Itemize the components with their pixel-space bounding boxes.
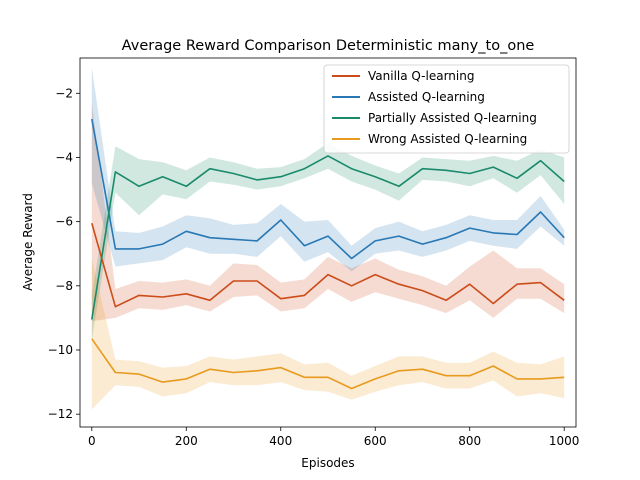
x-tick-label: 200 xyxy=(175,434,198,448)
assisted-q-learning-line xyxy=(91,118,565,260)
confidence-bands xyxy=(91,67,565,410)
y-tick-label: −12 xyxy=(48,407,73,421)
series-lines xyxy=(91,118,565,390)
y-tick-label: −2 xyxy=(55,86,73,100)
legend: Vanilla Q-learning Assisted Q-learning Par… xyxy=(323,64,570,154)
x-axis-label: Episodes xyxy=(301,456,354,470)
plot-frame xyxy=(79,57,577,428)
x-tick-label: 400 xyxy=(269,434,292,448)
wrong-assisted-q-learning-legend-label: Wrong Assisted Q-learning xyxy=(368,132,527,146)
wrong-assisted-q-learning-line xyxy=(91,338,565,390)
legend-box xyxy=(323,64,570,154)
chart-title: Average Reward Comparison Deterministic … xyxy=(122,38,535,54)
x-tick-label: 0 xyxy=(88,434,96,448)
y-tick-label: −10 xyxy=(48,343,73,357)
x-tick-label: 600 xyxy=(364,434,387,448)
assisted-q-learning-confidence-band xyxy=(91,67,565,272)
vanilla-q-learning-confidence-band xyxy=(91,102,565,322)
wrong-assisted-q-learning-confidence-band xyxy=(91,258,565,410)
vanilla-q-learning-line xyxy=(91,222,565,308)
x-tick-label: 1000 xyxy=(549,434,580,448)
partially-assisted-q-learning-line xyxy=(91,155,565,320)
vanilla-q-learning-legend-label: Vanilla Q-learning xyxy=(368,69,474,83)
partially-assisted-q-learning-confidence-band xyxy=(91,143,565,341)
assisted-q-learning-legend-label: Assisted Q-learning xyxy=(368,90,485,104)
partially-assisted-q-learning-legend-label: Partially Assisted Q-learning xyxy=(368,111,537,125)
x-tick-label: 800 xyxy=(458,434,481,448)
y-tick-label: −4 xyxy=(55,150,73,164)
y-tick-label: −6 xyxy=(55,215,73,229)
y-tick-label: −8 xyxy=(55,279,73,293)
y-axis: −12 −10 −8 −6 −4 −2 xyxy=(48,86,80,421)
y-axis-label: Average Reward xyxy=(21,193,35,291)
x-axis: 0 200 400 600 800 1000 xyxy=(88,427,579,448)
